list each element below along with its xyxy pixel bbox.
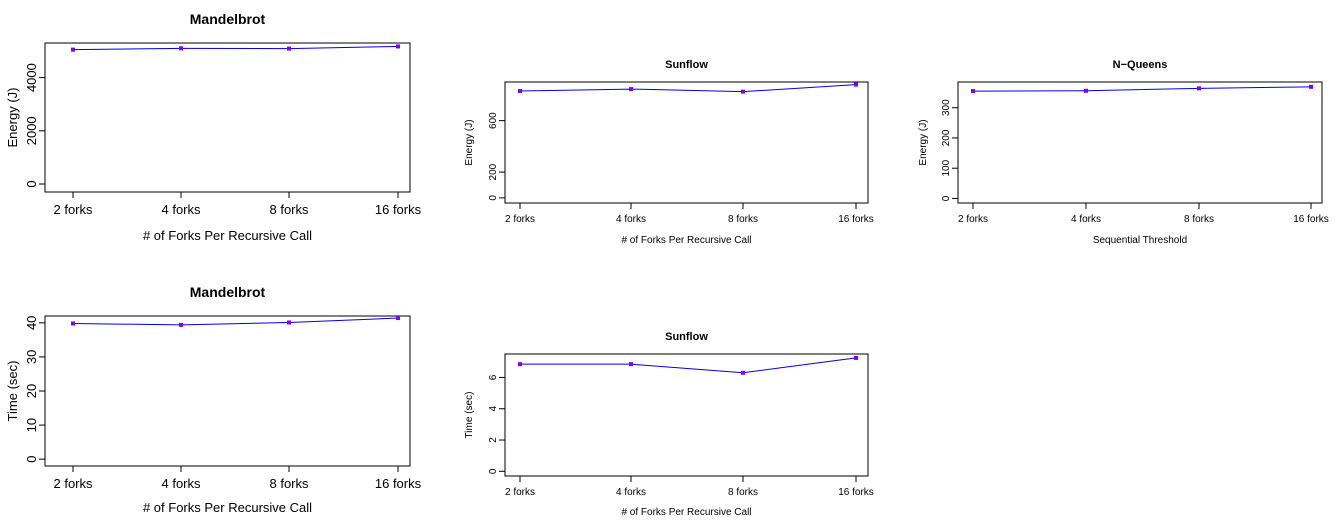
chart-0-x-tick-label: 4 forks	[161, 202, 201, 217]
chart-1-data-point	[629, 87, 633, 92]
chart-2-x-tick-label: 4 forks	[1071, 214, 1101, 225]
chart-2-data-point	[1197, 86, 1201, 91]
chart-4-y-tick-label: 0	[488, 468, 499, 474]
chart-3-x-tick-label: 4 forks	[161, 476, 201, 491]
chart-3-y-tick-label: 40	[24, 316, 39, 330]
chart-4-title: Sunflow	[665, 331, 708, 343]
chart-1-data-point	[518, 89, 522, 94]
chart-3-x-tick-label: 16 forks	[375, 476, 422, 491]
chart-0-y-tick-label: 4000	[24, 63, 39, 92]
chart-1-x-tick-label: 4 forks	[616, 214, 646, 225]
chart-0-data-point	[71, 47, 75, 52]
chart-4-data-point	[854, 355, 858, 360]
chart-3-y-tick-label: 30	[24, 350, 39, 364]
chart-4-plot-frame	[504, 353, 869, 477]
chart-0-data-point	[179, 46, 183, 51]
chart-0-x-axis-label: # of Forks Per Recursive Call	[143, 228, 312, 243]
chart-2-data-point	[1309, 84, 1313, 89]
chart-4-x-tick-label: 8 forks	[728, 487, 758, 498]
chart-0-x-tick-label: 8 forks	[269, 202, 309, 217]
chart-2-data-point	[971, 89, 975, 94]
chart-3-x-tick-label: 8 forks	[269, 476, 309, 491]
chart-2-y-tick-label: 300	[941, 99, 952, 116]
chart-2-title: N−Queens	[1113, 59, 1168, 71]
chart-1-x-tick-label: 8 forks	[728, 214, 758, 225]
chart-1-y-axis-label: Energy (J)	[464, 119, 475, 165]
chart-2-y-axis-label: Energy (J)	[918, 119, 929, 165]
chart-1-y-tick-label: 600	[488, 112, 499, 129]
chart-4-y-tick-label: 6	[488, 374, 499, 380]
chart-1-plot-frame	[504, 81, 869, 204]
chart-0-data-point	[287, 46, 291, 51]
chart-3-data-point	[71, 321, 75, 326]
chart-3-data-point	[179, 322, 183, 327]
chart-1-x-axis-label: # of Forks Per Recursive Call	[621, 235, 751, 246]
chart-1-data-point	[741, 89, 745, 94]
chart-0-data-point	[396, 44, 400, 49]
chart-2-data-point	[1084, 88, 1088, 93]
chart-4-data-point	[741, 370, 745, 375]
chart-0-series-line	[72, 45, 399, 51]
chart-2-x-tick-label: 8 forks	[1184, 214, 1214, 225]
chart-4-x-tick-label: 4 forks	[616, 487, 646, 498]
chart-2-y-tick-label: 0	[941, 195, 952, 201]
chart-3-series-line	[72, 317, 399, 326]
chart-3-y-tick-label: 10	[24, 418, 39, 432]
chart-0-y-tick-label: 0	[24, 180, 39, 187]
chart-0-x-tick-label: 16 forks	[375, 202, 422, 217]
chart-1-series-line	[519, 84, 857, 93]
chart-1-title: Sunflow	[665, 59, 708, 71]
chart-2-x-tick-label: 16 forks	[1293, 214, 1329, 225]
chart-3-x-axis-label: # of Forks Per Recursive Call	[143, 500, 312, 515]
chart-1-y-tick-label: 0	[488, 195, 499, 201]
chart-0-x-tick-label: 2 forks	[53, 202, 93, 217]
chart-1-x-tick-label: 2 forks	[505, 214, 535, 225]
chart-2-y-tick-label: 200	[941, 129, 952, 146]
chart-1-x-tick-label: 16 forks	[838, 214, 874, 225]
chart-3-y-tick-label: 20	[24, 384, 39, 398]
chart-4-x-tick-label: 16 forks	[838, 487, 874, 498]
chart-0-y-axis-label: Energy (J)	[5, 88, 20, 148]
chart-4-data-point	[518, 362, 522, 367]
chart-3-title: Mandelbrot	[190, 284, 266, 300]
chart-1-data-point	[854, 82, 858, 87]
chart-2-x-tick-label: 2 forks	[958, 214, 988, 225]
chart-3-data-point	[396, 316, 400, 321]
chart-2-y-tick-label: 100	[941, 159, 952, 176]
chart-4-data-point	[629, 362, 633, 367]
chart-0-y-tick-label: 2000	[24, 116, 39, 145]
chart-2-series-line	[972, 86, 1312, 92]
chart-2-plot-frame	[957, 81, 1323, 204]
chart-4-series-line	[520, 357, 857, 374]
chart-0-title: Mandelbrot	[190, 11, 266, 27]
chart-3-y-tick-label: 0	[24, 456, 39, 463]
chart-4-y-tick-label: 4	[488, 406, 499, 412]
chart-4-x-axis-label: # of Forks Per Recursive Call	[621, 507, 751, 518]
chart-4-y-axis-label: Time (sec)	[464, 392, 475, 439]
chart-4-y-tick-label: 2	[488, 437, 499, 443]
chart-4-x-tick-label: 2 forks	[505, 487, 535, 498]
chart-3-data-point	[287, 320, 291, 325]
chart-0-plot-frame	[44, 42, 411, 193]
chart-3-y-axis-label: Time (sec)	[5, 361, 20, 422]
chart-2-x-axis-label: Sequential Threshold	[1093, 235, 1187, 246]
chart-3-x-tick-label: 2 forks	[53, 476, 93, 491]
chart-1-y-tick-label: 200	[488, 163, 499, 180]
